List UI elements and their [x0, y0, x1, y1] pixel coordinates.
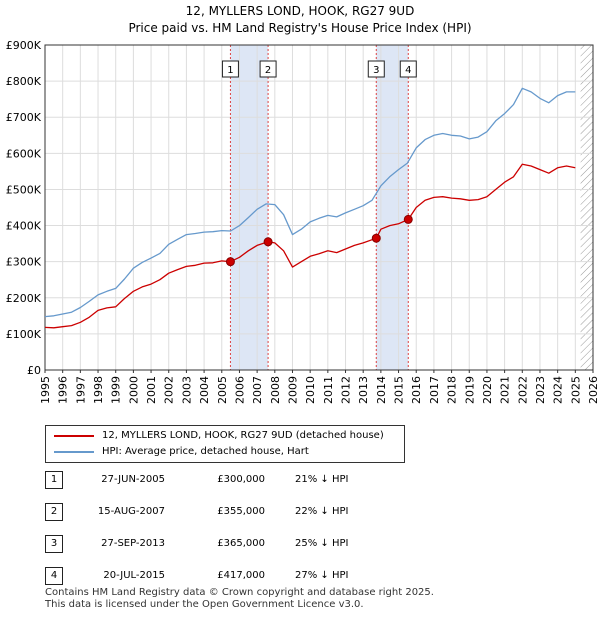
sale-number-badge: 4 [45, 567, 63, 585]
y-tick-label: £0 [27, 364, 41, 377]
sale-date: 15-AUG-2007 [97, 506, 165, 517]
x-tick-label: 2009 [286, 376, 299, 404]
sale-label-box [367, 60, 385, 78]
y-tick-label: £500K [6, 183, 42, 196]
x-tick-label: 2024 [552, 376, 565, 404]
x-tick-label: 2011 [322, 376, 335, 404]
y-tick-label: £800K [6, 75, 42, 88]
legend-swatch-property [54, 435, 94, 437]
sale-date: 20-JUL-2015 [103, 570, 165, 581]
x-tick-label: 2004 [198, 376, 211, 404]
x-tick-label: 2001 [145, 376, 158, 404]
legend: 12, MYLLERS LOND, HOOK, RG27 9UD (detach… [45, 425, 405, 463]
footer-licence: This data is licensed under the Open Gov… [45, 599, 364, 610]
x-tick-label: 1999 [110, 376, 123, 404]
x-tick-label: 2007 [251, 376, 264, 404]
x-tick-label: 2022 [516, 376, 529, 404]
legend-swatch-hpi [54, 451, 94, 453]
x-tick-label: 2003 [180, 376, 193, 404]
chart-title: 12, MYLLERS LOND, HOOK, RG27 9UD [185, 4, 415, 18]
y-tick-label: £600K [6, 147, 42, 160]
plot-frame [44, 44, 594, 371]
property-price-line [44, 163, 576, 329]
sale-label-box [259, 60, 277, 78]
x-tick-label: 2002 [163, 376, 176, 404]
hpi-line [44, 87, 576, 318]
x-tick-label: 2005 [216, 376, 229, 404]
x-tick-label: 2010 [304, 376, 317, 404]
legend-label-property: 12, MYLLERS LOND, HOOK, RG27 9UD (detach… [102, 430, 384, 441]
x-tick-label: 2020 [481, 376, 494, 404]
sale-hpi-diff: 27% ↓ HPI [295, 570, 349, 581]
x-tick-label: 2018 [446, 376, 459, 404]
sale-hpi-diff: 25% ↓ HPI [295, 538, 349, 549]
plot-background [45, 45, 593, 370]
x-tick-label: 2006 [233, 376, 246, 404]
sale-number-badge: 3 [45, 535, 63, 553]
x-tick-label: 1995 [39, 376, 52, 404]
x-tick-label: 2013 [357, 376, 370, 404]
sale-price: £300,000 [217, 474, 265, 485]
x-tick-label: 2023 [534, 376, 547, 404]
legend-label-hpi: HPI: Average price, detached house, Hart [102, 446, 309, 457]
footer-copyright: Contains HM Land Registry data © Crown c… [45, 587, 434, 598]
x-tick-label: 2014 [375, 376, 388, 404]
sale-price: £355,000 [217, 506, 265, 517]
x-tick-label: 2015 [393, 376, 406, 404]
y-tick-label: £200K [6, 292, 42, 305]
x-tick-label: 2017 [428, 376, 441, 404]
chart-area: £0 £100K £200K £300K £400K £500K £600K £700K £80… [6, 39, 600, 404]
x-tick-label: 1998 [92, 376, 105, 404]
x-tick-label: 2016 [410, 376, 423, 404]
y-tick-label: £700K [6, 111, 42, 124]
footer: Contains HM Land Registry data © Crown c… [45, 587, 434, 611]
x-tick-label: 1997 [74, 376, 87, 404]
sale-span-shading [376, 45, 409, 370]
sale-number-badge: 1 [45, 471, 63, 489]
sale-label-number: 4 [405, 65, 411, 76]
sale-label-box [399, 60, 417, 78]
sale-point [225, 257, 235, 267]
table-row: 1 27-JUN-2005 £300,000 21% ↓ HPI [45, 471, 545, 489]
x-tick-label: 2025 [569, 376, 582, 404]
y-tick-label: £900K [6, 39, 42, 52]
forecast-hatch [580, 45, 593, 370]
sale-hpi-diff: 22% ↓ HPI [295, 506, 349, 517]
x-tick-label: 2008 [269, 376, 282, 404]
sale-date: 27-SEP-2013 [101, 538, 165, 549]
sale-label-number: 3 [373, 65, 379, 76]
sale-label-number: 2 [265, 65, 271, 76]
x-tick-label: 2012 [340, 376, 353, 404]
sale-point [403, 214, 413, 224]
sale-label-box [221, 60, 239, 78]
sale-hpi-diff: 21% ↓ HPI [295, 474, 349, 485]
x-tick-label: 2026 [587, 376, 600, 404]
x-tick-label: 2000 [127, 376, 140, 404]
sale-price: £365,000 [217, 538, 265, 549]
sale-point [263, 237, 273, 247]
sale-date: 27-JUN-2005 [101, 474, 165, 485]
chart-subtitle: Price paid vs. HM Land Registry's House … [128, 21, 472, 35]
sale-point [371, 233, 381, 243]
table-row: 3 27-SEP-2013 £365,000 25% ↓ HPI [45, 535, 545, 553]
y-tick-label: £300K [6, 256, 42, 269]
sale-price: £417,000 [217, 570, 265, 581]
sale-label-number: 1 [227, 65, 233, 76]
table-row: 4 20-JUL-2015 £417,000 27% ↓ HPI [45, 567, 545, 585]
x-tick-label: 1996 [57, 376, 70, 404]
y-tick-label: £100K [6, 328, 42, 341]
sale-span-shading [230, 45, 269, 370]
x-tick-label: 2021 [499, 376, 512, 404]
table-row: 2 15-AUG-2007 £355,000 22% ↓ HPI [45, 503, 545, 521]
sale-number-badge: 2 [45, 503, 63, 521]
x-tick-label: 2019 [463, 376, 476, 404]
y-tick-label: £400K [6, 220, 42, 233]
